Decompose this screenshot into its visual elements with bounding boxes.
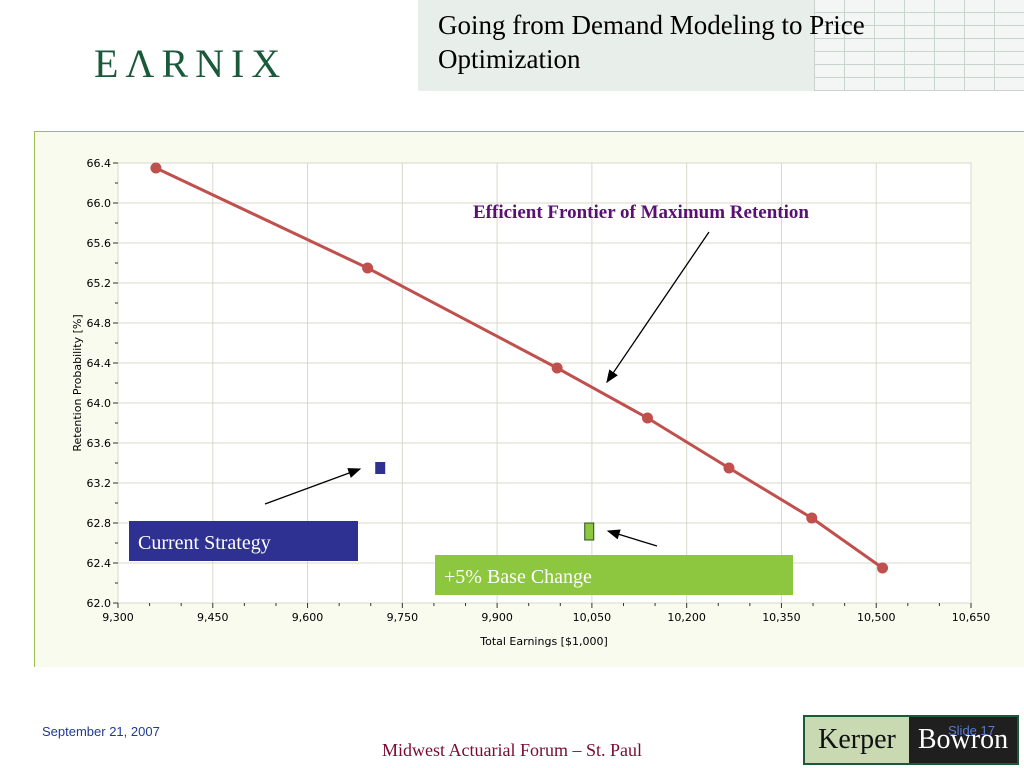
base-change-point [584,522,595,541]
frontier-point [641,412,653,424]
frontier-point [551,362,563,374]
x-tick-label: 10,050 [573,611,612,624]
y-tick-label: 64.4 [87,357,112,370]
y-tick-label: 66.4 [87,157,112,170]
x-tick-label: 9,600 [292,611,324,624]
frontier-point [806,512,818,524]
current-strategy-point [375,462,386,474]
y-tick-label: 63.6 [87,437,112,450]
footer-date: September 21, 2007 [42,724,160,739]
frontier-point [362,262,374,274]
x-tick-label: 10,350 [762,611,801,624]
x-tick-label: 9,900 [481,611,512,624]
x-tick-label: 9,750 [387,611,419,624]
y-tick-label: 64.0 [87,397,112,410]
base-change-callout: +5% Base Change [435,555,793,595]
y-axis-title: Retention Probability [%] [71,314,84,451]
y-tick-label: 65.6 [87,237,112,250]
earnix-logo: EΛRNIX [94,41,288,86]
slide-title: Going from Demand Modeling to Price Opti… [438,10,865,74]
x-tick-label: 10,500 [857,611,896,624]
slide-number: Slide 17 [948,723,995,738]
y-tick-label: 66.0 [87,197,112,210]
header-spreadsheet-image [418,0,1024,91]
current-strategy-arrow [264,468,362,505]
y-tick-label: 62.4 [87,557,112,570]
footer-event: Midwest Actuarial Forum – St. Paul [382,740,642,760]
x-tick-label: 10,200 [667,611,706,624]
y-tick-label: 64.8 [87,317,112,330]
kerper-bowron-logo: Kerper Bowron [803,715,1019,765]
frontier-label: Efficient Frontier of Maximum Retention [473,202,809,223]
bowron-logo-text: Bowron [909,717,1017,763]
y-tick-label: 63.2 [87,477,112,490]
x-tick-label: 10,650 [952,611,991,624]
base-change-arrow [606,529,658,547]
x-tick-label: 9,450 [197,611,229,624]
current-strategy-callout: Current Strategy [129,521,358,561]
frontier-point [723,462,735,474]
y-tick-label: 65.2 [87,277,112,290]
x-tick-label: 9,300 [102,611,134,624]
kerper-logo-text: Kerper [805,717,909,763]
frontier-point [877,562,889,574]
y-tick-label: 62.0 [87,597,112,610]
x-axis-title: Total Earnings [$1,000] [479,635,608,648]
frontier-arrow [606,231,710,384]
y-tick-label: 62.8 [87,517,112,530]
frontier-point [150,162,162,174]
